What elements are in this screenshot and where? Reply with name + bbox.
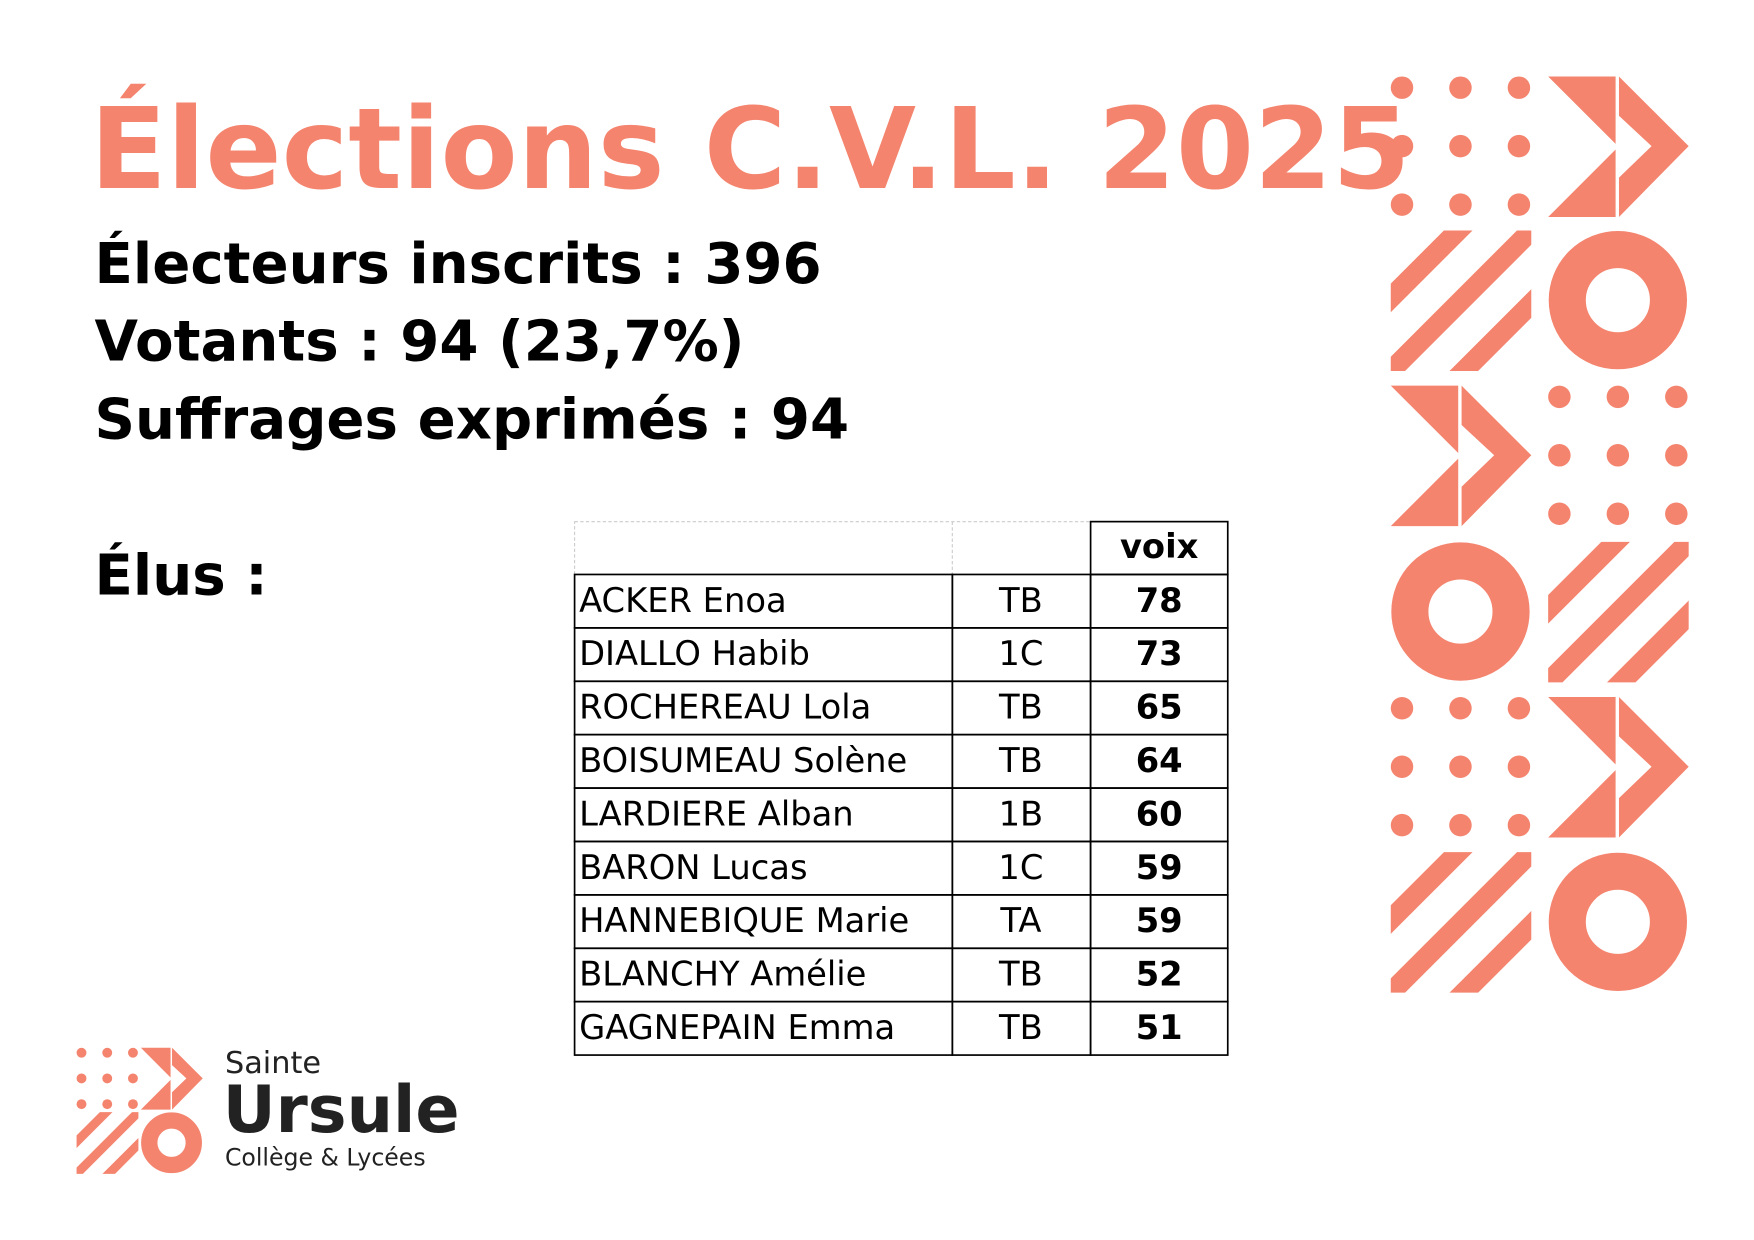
candidate-name: ACKER Enoa xyxy=(579,581,787,620)
title: Élections C.V.L. 2025 xyxy=(90,83,1410,215)
elus-label: Élus : xyxy=(95,541,268,609)
stat-line: Votants : 94 (23,7%) xyxy=(95,310,745,375)
candidate-votes: 52 xyxy=(1136,955,1183,994)
table-cell xyxy=(1089,1000,1229,1056)
candidate-votes: 59 xyxy=(1136,848,1183,887)
candidate-class: TA xyxy=(999,901,1041,940)
candidate-votes: 64 xyxy=(1136,741,1183,780)
stat-line: Suffrages exprimés : 94 xyxy=(95,387,850,452)
candidate-name: HANNEBIQUE Marie xyxy=(579,901,909,940)
candidate-name: GAGNEPAIN Emma xyxy=(579,1008,895,1047)
empty-header xyxy=(574,521,1092,576)
candidate-name: BLANCHY Amélie xyxy=(579,955,866,994)
candidate-class: TB xyxy=(998,741,1043,780)
candidate-votes: 51 xyxy=(1136,1008,1183,1047)
candidate-class: TB xyxy=(998,581,1043,620)
candidate-name: BARON Lucas xyxy=(579,848,807,887)
candidate-name: ROCHEREAU Lola xyxy=(579,688,871,727)
logo-text: Collège & Lycées xyxy=(225,1144,426,1172)
header-voix: voix xyxy=(1120,527,1199,566)
candidate-votes: 59 xyxy=(1136,901,1183,940)
candidate-class: TB xyxy=(998,1008,1043,1047)
candidate-name: BOISUMEAU Solène xyxy=(579,741,907,780)
stat-line: Électeurs inscrits : 396 xyxy=(95,229,822,297)
candidate-class: 1C xyxy=(998,634,1043,673)
candidate-votes: 78 xyxy=(1136,581,1183,620)
candidate-class: TB xyxy=(998,955,1043,994)
candidate-class: 1C xyxy=(998,848,1043,887)
candidate-class: 1B xyxy=(999,794,1044,833)
candidate-votes: 73 xyxy=(1136,634,1183,673)
decor-pattern xyxy=(1380,76,1700,1003)
logo-text: Sainte xyxy=(225,1046,321,1081)
logo: Sainte Ursule Collège & Lycées xyxy=(72,1046,460,1179)
candidate-votes: 60 xyxy=(1136,794,1183,833)
candidate-name: DIALLO Habib xyxy=(579,634,810,673)
logo-name: Ursule xyxy=(223,1072,460,1148)
candidate-name: LARDIERE Alban xyxy=(579,794,854,833)
candidate-class: TB xyxy=(998,688,1043,727)
candidate-votes: 65 xyxy=(1136,688,1183,727)
results-table: voix ACKER Enoa TB 78 DIALLO Habib 1C 73 ROCHE… xyxy=(573,520,1229,1056)
